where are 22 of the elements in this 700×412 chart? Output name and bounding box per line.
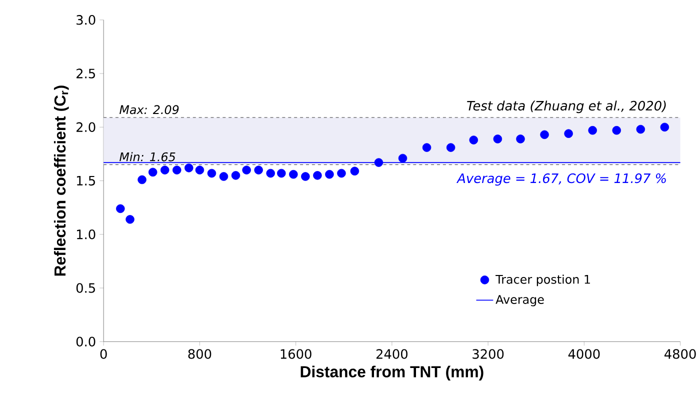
x-tick-label: 4800 — [664, 348, 696, 359]
legend-label: Average — [496, 294, 544, 306]
y-axis-title: Reflection coefficient (C$_{r}$) — [54, 85, 69, 276]
y-tick-label: 0.0 — [76, 336, 96, 346]
y-tick-label: 1.5 — [77, 176, 95, 186]
y-tick-label: 3.0 — [76, 14, 96, 25]
x-tick-label: 1600 — [280, 348, 312, 359]
y-tick-label: 1.0 — [77, 229, 96, 240]
annotation: Test data (Zhuang et al., 2020) — [467, 100, 666, 113]
x-tick-label: 4000 — [568, 348, 600, 359]
y-tick-label: 2.5 — [76, 68, 95, 78]
x-tick-label: 800 — [188, 348, 212, 359]
y-tick-label: 0.5 — [76, 282, 95, 293]
ref-line-label: Min: 1.65 — [120, 152, 176, 162]
x-tick-label: 0 — [100, 348, 107, 359]
annotation: Average = 1.67, COV = 11.97 % — [456, 173, 666, 186]
ref-line-label: Max: 2.09 — [120, 104, 179, 114]
x-tick-label: 3200 — [472, 348, 504, 359]
x-axis-title: Distance from TNT (mm) — [300, 366, 484, 380]
x-tick-label: 2400 — [376, 348, 408, 359]
legend-label: Tracer postion 1 — [496, 274, 590, 286]
y-tick-label: 2.0 — [76, 122, 96, 132]
